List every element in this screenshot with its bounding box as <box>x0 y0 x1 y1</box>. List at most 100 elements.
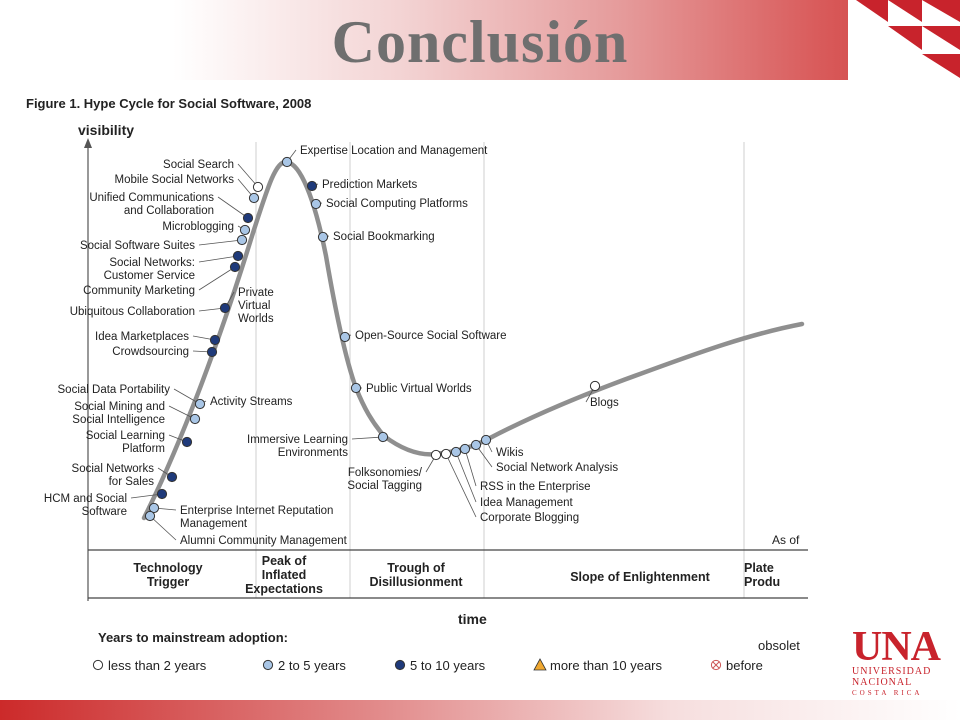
label-idea-management: Idea Management <box>480 497 574 509</box>
label-social-networks-for-sales: for Sales <box>109 476 155 488</box>
legend-marker-light-circle <box>262 659 274 671</box>
marker-idea-marketplaces <box>209 334 221 346</box>
legend-marker-dark-circle <box>394 659 406 671</box>
label-mobile-social-networks: Mobile Social Networks <box>114 174 234 186</box>
label-prediction-markets: Prediction Markets <box>322 179 417 191</box>
marker-folksonomies-social-tagging <box>430 449 442 461</box>
label-expertise-location-and-management: Expertise Location and Management <box>300 145 488 157</box>
logo-line-costa-rica: COSTA RICA <box>852 689 923 697</box>
legend-marker-open-circle <box>92 659 104 671</box>
label-microblogging: Microblogging <box>162 221 234 233</box>
legend-label: 2 to 5 years <box>278 658 346 673</box>
label-unified-communications-and-collaboration: Unified Communications <box>89 192 214 204</box>
phase-label: Slope of Enlightenment <box>570 570 710 584</box>
label-social-learning-platform: Social Learning <box>86 430 165 442</box>
marker-hcm-and-social-software <box>156 488 168 500</box>
marker-alumni-community-management <box>144 510 156 522</box>
leader-line <box>198 255 239 263</box>
legend-label: before <box>726 658 763 673</box>
leader-line <box>351 436 384 440</box>
marker-mobile-social-networks <box>248 192 260 204</box>
label-social-network-analysis: Social Network Analysis <box>496 462 618 474</box>
marker-social-bookmarking <box>317 231 329 243</box>
footer-band <box>0 700 960 720</box>
leader-line <box>217 196 249 219</box>
marker-blogs <box>589 380 601 392</box>
slide-title: Conclusión <box>331 9 629 75</box>
marker-prediction-markets <box>306 180 318 192</box>
label-social-learning-platform: Platform <box>122 443 165 455</box>
logo-line-nacional: NACIONAL <box>852 677 913 688</box>
label-social-networks-customer-service: Social Networks: <box>109 257 195 269</box>
label-hcm-and-social-software: HCM and Social <box>44 493 127 505</box>
label-social-networks-customer-service: Customer Service <box>104 270 195 282</box>
technology-markers <box>144 156 601 522</box>
phase-label: Expectations <box>245 582 323 596</box>
y-axis-arrow <box>84 138 92 148</box>
leader-line <box>198 266 236 291</box>
label-enterprise-internet-reputation-management: Management <box>180 518 248 530</box>
label-public-virtual-worlds: Public Virtual Worlds <box>366 383 472 395</box>
phase-label: Produ <box>744 575 780 589</box>
label-rss-in-the-enterprise: RSS in the Enterprise <box>480 481 591 493</box>
leader-line <box>455 451 477 503</box>
header-decoration <box>848 0 960 80</box>
header-banner <box>0 0 960 80</box>
marker-expertise-location-and-management <box>281 156 293 168</box>
logo-acronym: UNA <box>852 624 941 670</box>
legend-cross <box>712 661 720 669</box>
una-logo: UNA UNIVERSIDAD NACIONAL COSTA RICA <box>852 624 952 697</box>
marker-open-source-social-software <box>339 331 351 343</box>
label-social-software-suites: Social Software Suites <box>80 240 195 252</box>
legend-label: 5 to 10 years <box>410 658 486 673</box>
marker-social-network-analysis <box>470 439 482 451</box>
label-corporate-blogging: Corporate Blogging <box>480 512 579 524</box>
label-enterprise-internet-reputation-management: Enterprise Internet Reputation <box>180 505 333 517</box>
marker-social-software-suites <box>236 234 248 246</box>
label-blogs: Blogs <box>590 397 619 409</box>
marker-public-virtual-worlds <box>350 382 362 394</box>
marker-community-marketing <box>229 261 241 273</box>
label-unified-communications-and-collaboration: and Collaboration <box>124 205 214 217</box>
label-immersive-learning-environments: Environments <box>278 447 349 459</box>
y-axis-label: visibility <box>78 122 134 138</box>
marker-unified-communications-and-collaboration <box>242 212 254 224</box>
marker-social-learning-platform <box>181 436 193 448</box>
label-immersive-learning-environments: Immersive Learning <box>247 434 348 446</box>
label-activity-streams: Activity Streams <box>210 396 293 408</box>
label-social-bookmarking: Social Bookmarking <box>333 231 435 243</box>
marker-enterprise-internet-reputation-management <box>148 502 160 514</box>
label-idea-marketplaces: Idea Marketplaces <box>95 331 189 343</box>
marker-social-computing-platforms <box>310 198 322 210</box>
legend-title: Years to mainstream adoption: <box>98 630 288 645</box>
hype-cycle-figure: Figure 1. Hype Cycle for Social Software… <box>20 86 808 686</box>
label-community-marketing: Community Marketing <box>83 285 195 297</box>
label-alumni-community-management: Alumni Community Management <box>180 535 348 547</box>
marker-microblogging <box>239 224 251 236</box>
phase-label: Trigger <box>147 575 190 589</box>
x-axis-label: time <box>458 611 487 627</box>
phase-label: Peak of <box>262 554 307 568</box>
technology-labels: Social Search Mobile Social Networks Unifi… <box>44 145 619 547</box>
legend-label: less than 2 years <box>108 658 207 673</box>
marker-idea-management <box>450 446 462 458</box>
leader-line <box>464 448 477 487</box>
label-crowdsourcing: Crowdsourcing <box>112 346 189 358</box>
label-wikis: Wikis <box>496 447 524 459</box>
marker-wikis <box>480 434 492 446</box>
legend-label-above: obsolet <box>758 638 800 653</box>
phase-label: Inflated <box>262 568 306 582</box>
logo-line-universidad: UNIVERSIDAD <box>852 666 932 677</box>
label-social-search: Social Search <box>163 159 234 171</box>
marker-social-mining-and-social-intelligence <box>189 413 201 425</box>
phase-label: Trough of <box>387 561 445 575</box>
as-of-label: As of <box>772 533 800 547</box>
hype-cycle-chart: Figure 1. Hype Cycle for Social Software… <box>26 96 808 673</box>
figure-caption: Figure 1. Hype Cycle for Social Software… <box>26 96 311 111</box>
marker-corporate-blogging <box>440 448 452 460</box>
label-social-data-portability: Social Data Portability <box>58 384 171 396</box>
marker-social-networks-customer-service <box>232 250 244 262</box>
legend-label: more than 10 years <box>550 658 663 673</box>
marker-rss-in-the-enterprise <box>459 443 471 455</box>
